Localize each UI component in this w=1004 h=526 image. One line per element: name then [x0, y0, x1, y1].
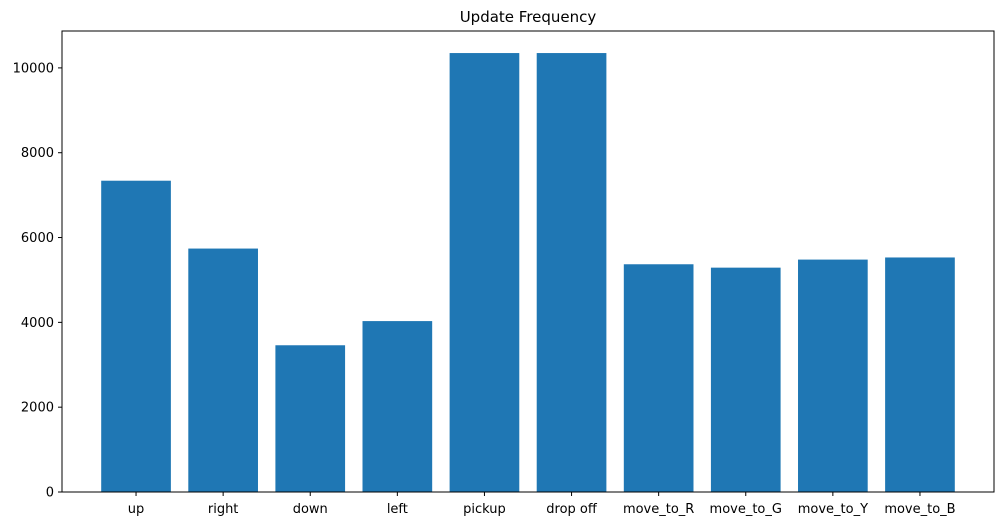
plot-frame	[61, 30, 995, 493]
y-tick-label: 8000	[21, 146, 54, 161]
bar-move_to_R	[623, 264, 694, 492]
bar-pickup	[449, 53, 520, 493]
x-tick-label: pickup	[463, 502, 506, 517]
bar-down	[275, 345, 346, 492]
bar-right	[188, 248, 258, 492]
chart-title: Update Frequency	[460, 8, 597, 26]
y-tick-label: 4000	[21, 316, 54, 331]
x-tick-label: right	[208, 502, 239, 517]
bar-move_to_B	[885, 257, 955, 492]
x-tick-label: move_to_B	[884, 502, 955, 517]
bar-move_to_Y	[798, 259, 868, 492]
x-tick-label: left	[387, 502, 408, 517]
y-tick-label: 10000	[13, 61, 54, 76]
x-tick-label: down	[293, 502, 328, 517]
x-tick-label: move_to_Y	[798, 502, 868, 517]
bars-group	[101, 53, 955, 493]
y-axis: 0 2000 4000 6000 8000 10000	[13, 61, 62, 501]
y-tick-label: 0	[46, 486, 54, 501]
x-tick-label: move_to_R	[623, 502, 694, 517]
x-tick-label: up	[128, 502, 145, 517]
bar-drop-off	[536, 53, 607, 493]
x-axis: up right down left pickup drop off move_to_R mo…	[128, 492, 956, 517]
x-tick-label: move_to_G	[710, 502, 782, 517]
y-tick-label: 6000	[21, 231, 54, 246]
y-tick-label: 2000	[21, 401, 54, 416]
bar-move_to_G	[710, 267, 781, 492]
bar-up	[101, 180, 171, 492]
x-tick-label: drop off	[546, 502, 598, 517]
bar-left	[362, 321, 433, 492]
